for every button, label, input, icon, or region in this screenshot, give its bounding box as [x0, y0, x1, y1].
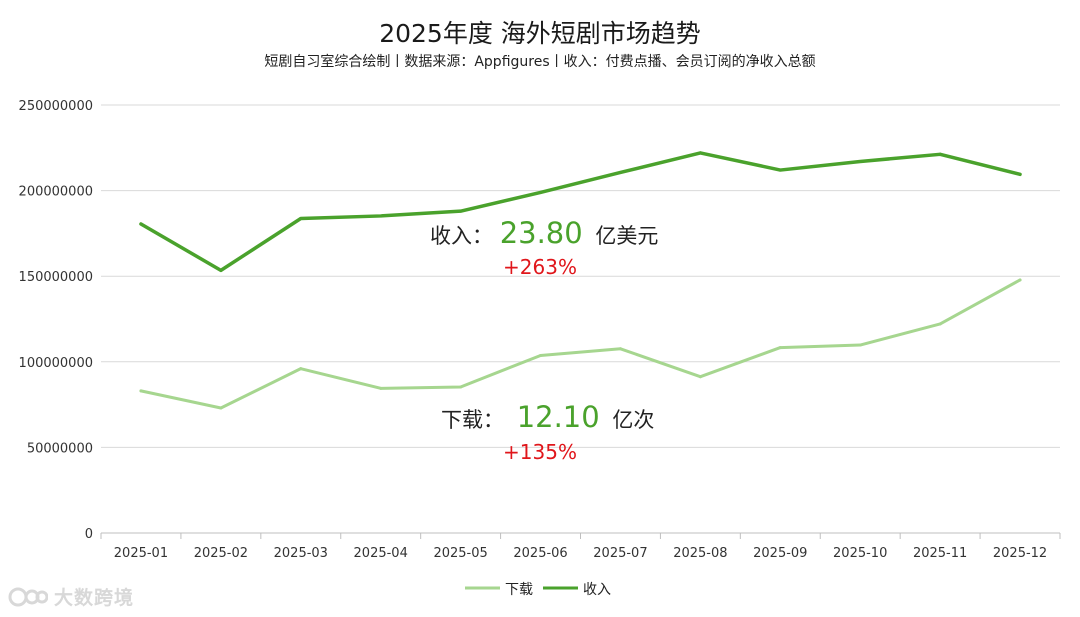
- x-tick-label: 2025-08: [673, 546, 727, 561]
- x-tick-label: 2025-04: [354, 546, 408, 561]
- chart-title: 2025年度 海外短剧市场趋势: [379, 19, 701, 48]
- y-axis: 0 50000000 100000000 150000000 200000000 2500…: [19, 99, 93, 542]
- gridlines: [101, 104, 1060, 534]
- x-tick-label: 2025-03: [274, 546, 328, 561]
- revenue-annotation-value: 23.80: [500, 216, 583, 250]
- downloads-point: [539, 353, 543, 357]
- downloads-annotation-value: 12.10: [517, 400, 600, 434]
- y-tick-label: 50000000: [27, 441, 93, 456]
- downloads-growth: +135%: [503, 440, 577, 464]
- revenue-point: [459, 209, 463, 213]
- x-tick-label: 2025-02: [194, 546, 248, 561]
- revenue-annotation-unit: 亿美元: [595, 224, 658, 248]
- downloads-annotation-unit: 亿次: [612, 408, 654, 432]
- revenue-point: [219, 268, 223, 272]
- y-tick-label: 200000000: [19, 185, 93, 200]
- revenue-point: [778, 168, 782, 172]
- revenue-line: [139, 151, 1022, 273]
- y-tick-label: 150000000: [19, 270, 93, 285]
- x-tick-label: 2025-01: [114, 546, 168, 561]
- downloads-point: [299, 367, 303, 371]
- downloads-point: [698, 375, 702, 379]
- downloads-point: [379, 386, 383, 390]
- watermark-logo-icon: [8, 587, 48, 606]
- x-tick-label: 2025-09: [753, 546, 807, 561]
- revenue-annotation-label: 收入：: [430, 224, 493, 248]
- revenue-point: [698, 151, 702, 155]
- y-tick-label: 0: [85, 527, 93, 542]
- revenue-annotation: 收入： 23.80 亿美元: [430, 216, 658, 250]
- revenue-point: [299, 217, 303, 221]
- y-tick-label: 250000000: [19, 99, 93, 114]
- downloads-point: [778, 346, 782, 350]
- revenue-point: [1018, 172, 1022, 176]
- revenue-point: [539, 190, 543, 194]
- downloads-annotation: 下载： 12.10 亿次: [441, 400, 654, 434]
- legend-label-revenue: 收入: [583, 582, 611, 598]
- x-tick-label: 2025-05: [433, 546, 487, 561]
- series-lines: [139, 151, 1022, 410]
- revenue-point: [139, 222, 143, 226]
- watermark-text: 大数跨境: [54, 587, 135, 609]
- x-axis: 2025-01 2025-02 2025-03 2025-04 2025-05 2025-…: [100, 533, 1061, 561]
- revenue-growth: +263%: [503, 255, 577, 279]
- x-tick-label: 2025-10: [833, 546, 887, 561]
- downloads-point: [618, 347, 622, 351]
- downloads-annotation-label: 下载：: [441, 408, 504, 432]
- watermark: 大数跨境: [8, 583, 134, 610]
- downloads-point: [219, 406, 223, 410]
- y-tick-label: 100000000: [19, 356, 93, 371]
- downloads-point: [858, 343, 862, 347]
- revenue-point: [858, 159, 862, 163]
- chart-subtitle: 短剧自习室综合绘制丨数据来源：Appfigures丨收入：付费点播、会员订阅的净…: [264, 54, 816, 70]
- downloads-point: [1018, 278, 1022, 282]
- x-tick-label: 2025-07: [593, 546, 647, 561]
- x-tick-label: 2025-06: [513, 546, 567, 561]
- revenue-point: [618, 170, 622, 174]
- x-tick-label: 2025-12: [993, 546, 1047, 561]
- downloads-line: [139, 278, 1022, 410]
- downloads-point: [459, 385, 463, 389]
- legend: 下载 收入: [465, 582, 611, 598]
- x-tick-label: 2025-11: [913, 546, 967, 561]
- revenue-point: [938, 152, 942, 156]
- legend-label-downloads: 下载: [505, 582, 533, 598]
- downloads-point: [139, 389, 143, 393]
- revenue-point: [379, 214, 383, 218]
- downloads-point: [938, 322, 942, 326]
